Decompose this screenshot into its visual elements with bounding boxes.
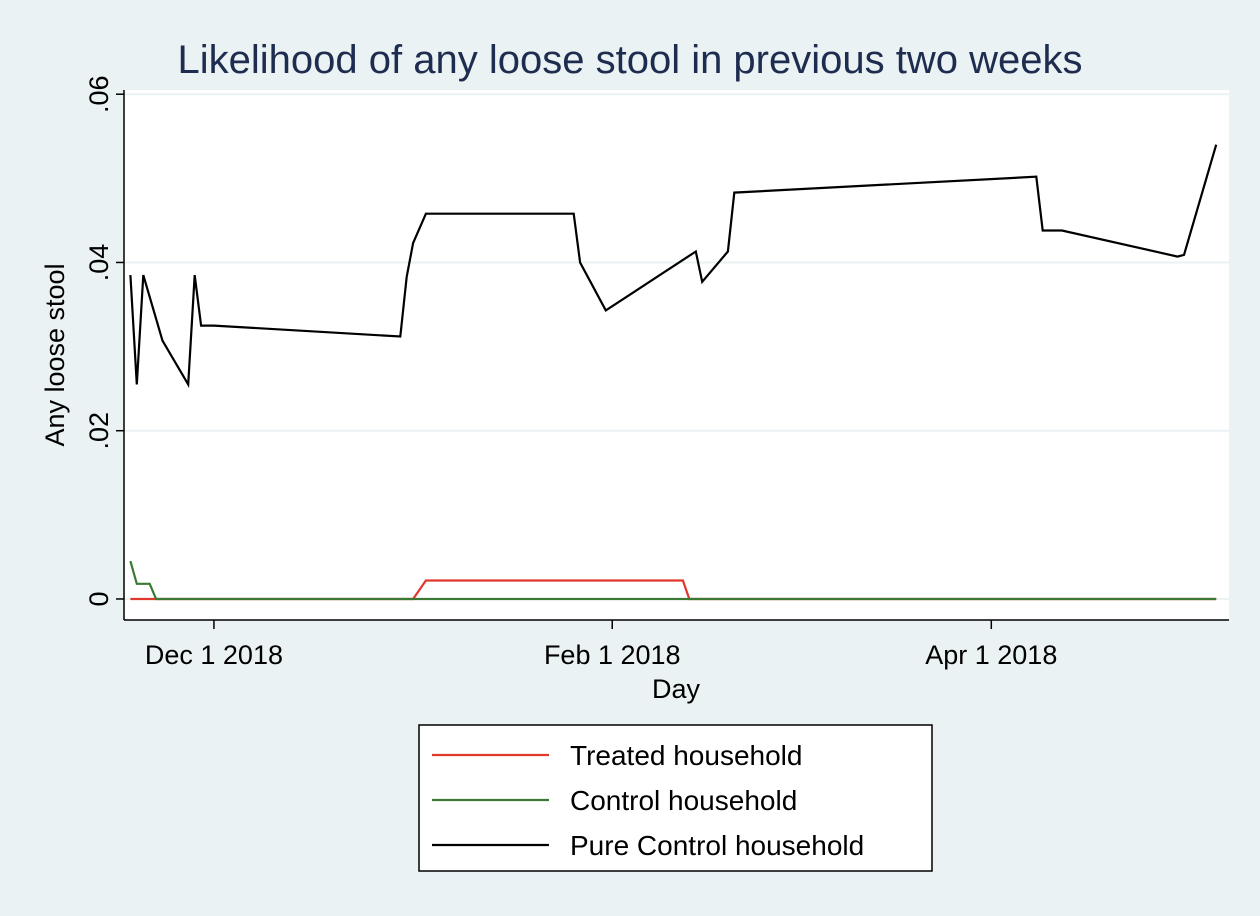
legend-label: Control household <box>570 785 797 816</box>
y-tick-label: .02 <box>84 412 114 450</box>
y-tick-label: .06 <box>84 75 114 113</box>
x-tick-label: Feb 1 2018 <box>544 640 681 670</box>
series-line-control-household <box>129 560 1217 601</box>
legend-label: Treated household <box>570 740 802 771</box>
legend-label: Pure Control household <box>570 830 864 861</box>
x-axis-label: Day <box>652 674 701 704</box>
y-tick-label: 0 <box>84 591 114 606</box>
chart-title: Likelihood of any loose stool in previou… <box>178 38 1083 82</box>
x-tick-label: Dec 1 2018 <box>145 640 283 670</box>
y-tick-label: .04 <box>84 244 114 282</box>
series-line-pure-control-household <box>129 144 1218 389</box>
legend-box <box>418 724 933 872</box>
plot-area <box>124 90 1229 620</box>
x-tick-label: Apr 1 2018 <box>925 640 1057 670</box>
series-lines <box>129 144 1218 601</box>
y-axis-label: Any loose stool <box>40 263 70 446</box>
legend: Treated household Control household Pure C… <box>418 724 933 872</box>
axes: 0 .02 .04 .06 Dec 1 2018 Feb 1 2018 Apr 1 2018 <box>84 75 1229 670</box>
